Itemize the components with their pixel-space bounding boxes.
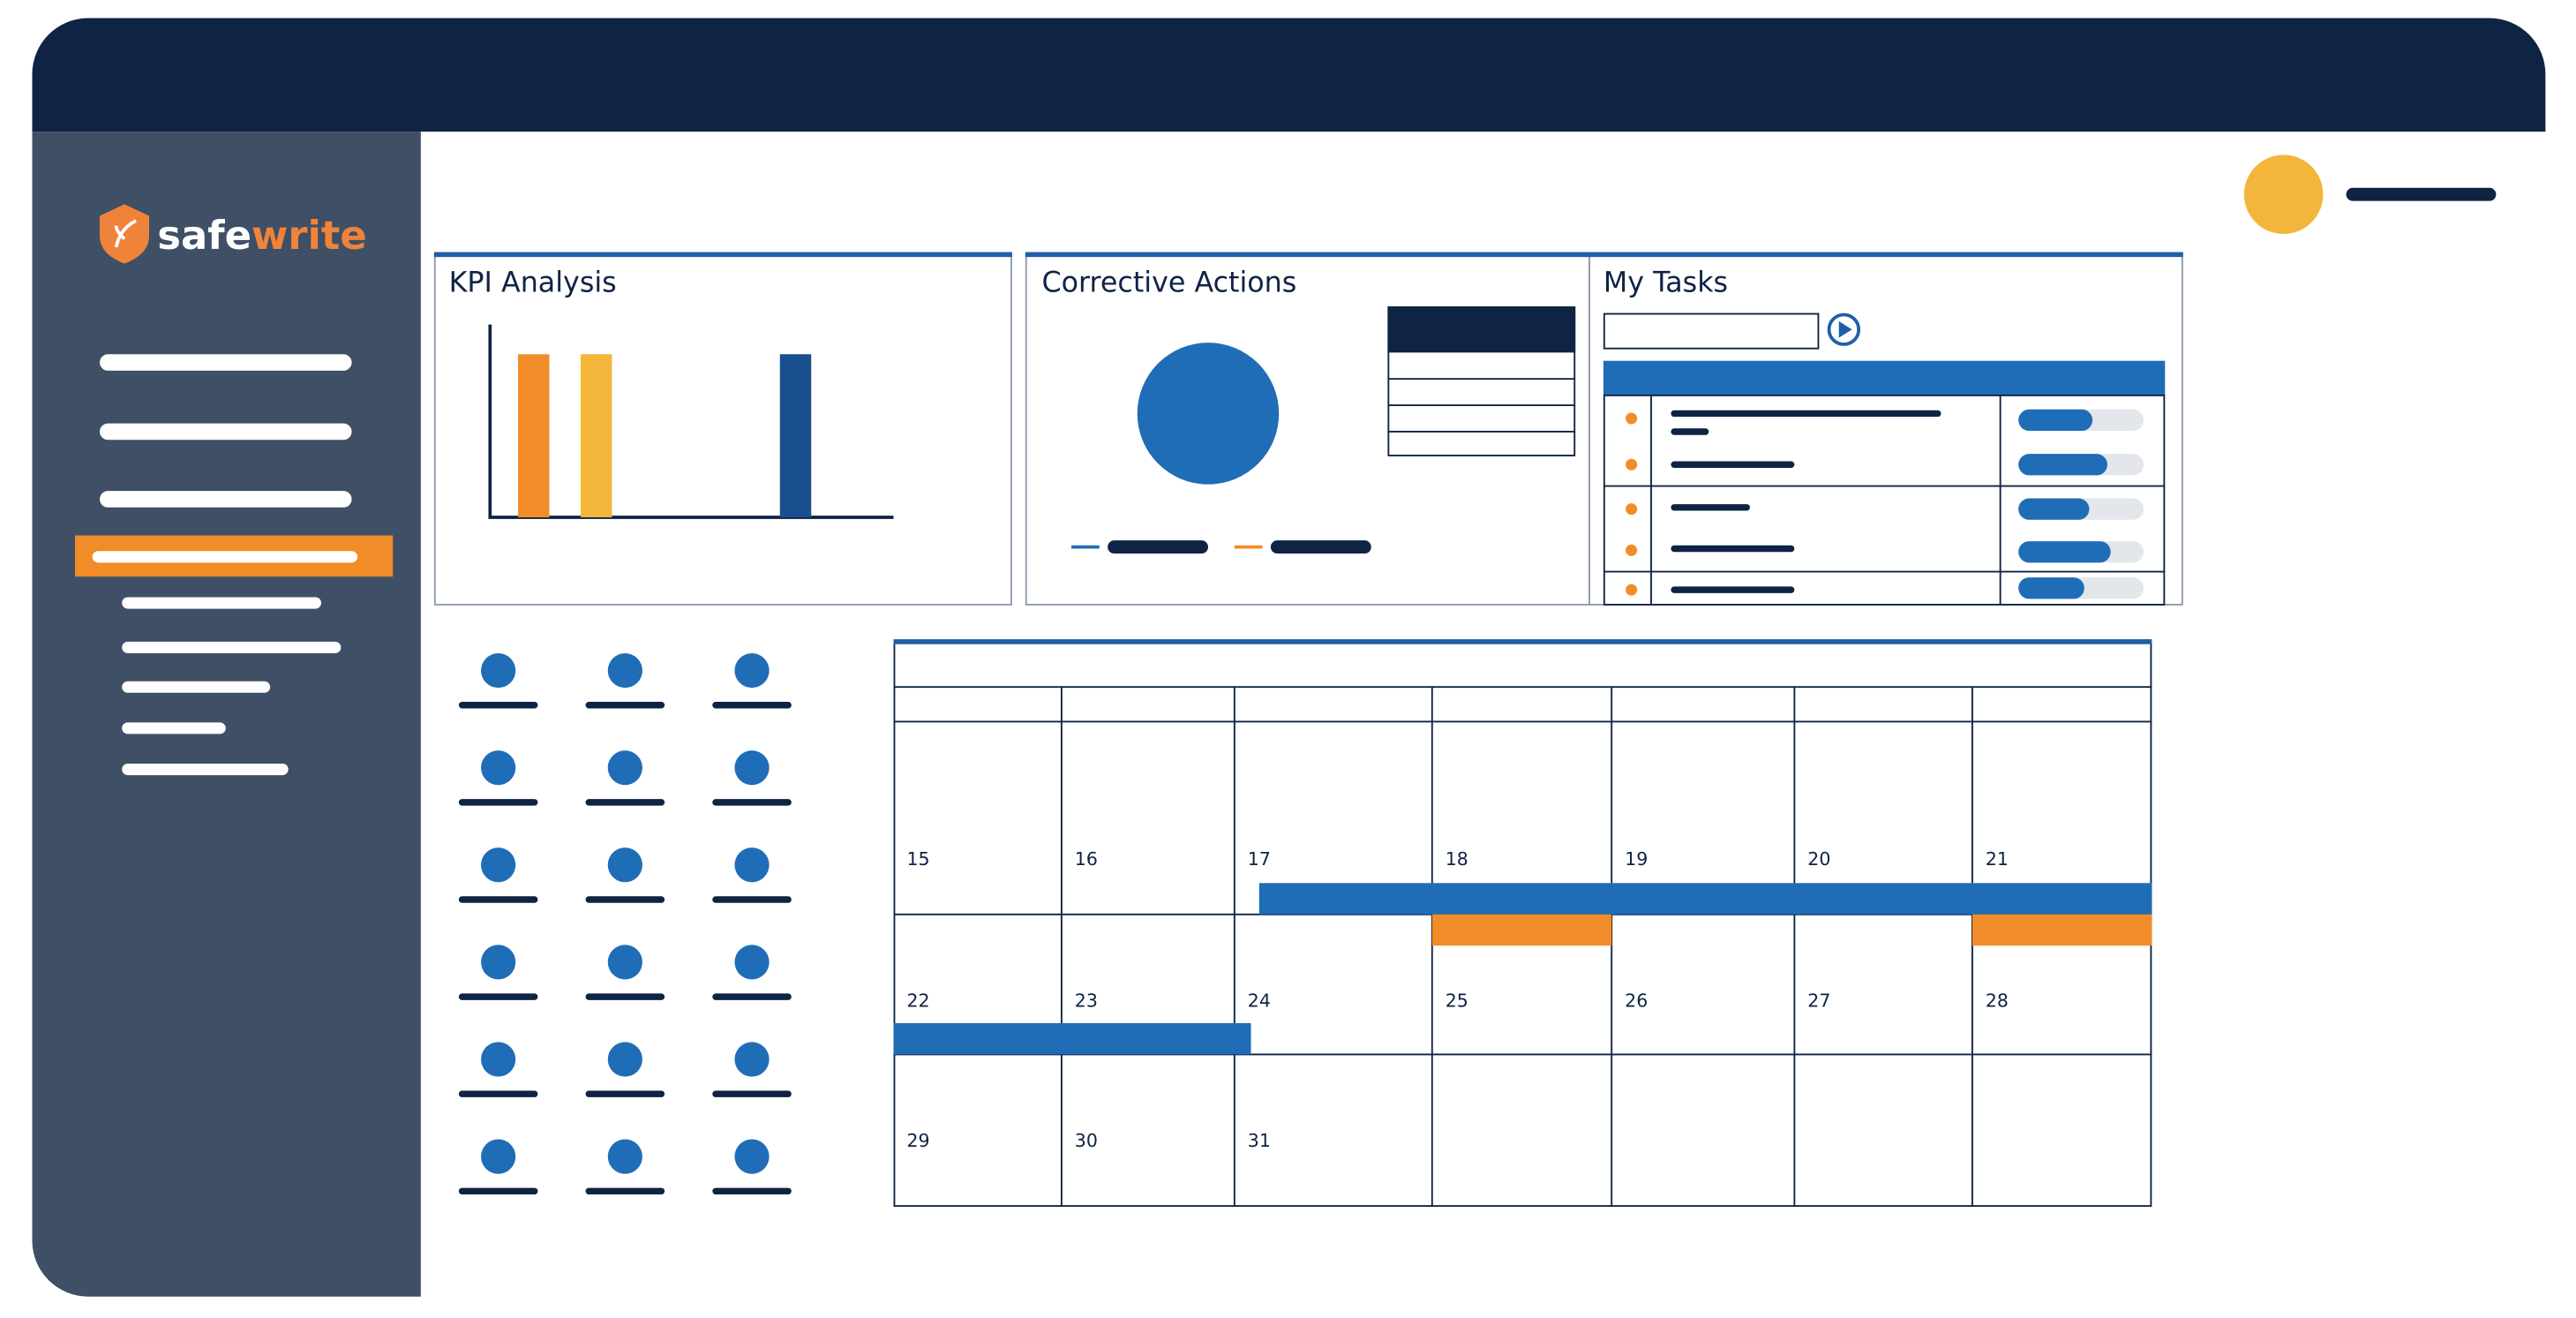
calendar-day: 20 [1807,848,1830,870]
person-avatar[interactable] [481,945,516,980]
person-avatar[interactable] [481,652,516,689]
panel-title: My Tasks [1603,267,1728,298]
event-bar[interactable] [1431,914,1612,946]
person-avatar[interactable] [607,750,642,786]
task-dot [1626,503,1638,516]
person-avatar[interactable] [607,945,642,980]
task-dot [1626,544,1638,556]
kpi-axes [488,324,894,519]
person-avatar[interactable] [734,652,770,689]
panel-accent [433,252,1012,258]
calendar-day: 16 [1075,848,1098,870]
calendar-day: 21 [1986,848,2009,870]
logo-text: safewrite [157,212,366,259]
calendar-day: 15 [906,848,929,870]
person-avatar[interactable] [481,1139,516,1174]
logo-part: write [252,212,367,259]
calendar-day: 31 [1248,1130,1271,1151]
calendar-day: 26 [1625,990,1648,1011]
person-avatar[interactable] [481,847,516,883]
person-avatar[interactable] [734,1139,770,1174]
calendar-day: 29 [906,1130,929,1151]
calendar-day: 22 [906,990,929,1011]
calendar-day: 27 [1807,990,1830,1011]
event-bar[interactable] [1971,914,2152,946]
kpi-bar [779,354,812,518]
event-bar[interactable] [893,1022,1251,1055]
avatar[interactable] [2243,154,2324,235]
calendar-day: 28 [1986,990,2009,1011]
calendar-day: 24 [1248,990,1271,1011]
calendar-day: 25 [1446,990,1468,1011]
calendar-day: 17 [1248,848,1271,870]
search-input[interactable] [1603,313,1820,350]
person-avatar[interactable] [607,847,642,883]
panel-accent [1025,252,1589,258]
progress-fill [2018,409,2093,432]
kpi-bar [580,354,612,518]
play-icon [1838,320,1852,338]
person-avatar[interactable] [734,750,770,786]
person-avatar[interactable] [607,1139,642,1174]
calendar-day: 19 [1625,848,1648,870]
panel-accent [1588,252,2183,258]
progress-fill [2018,498,2090,520]
logo-part: safe [157,212,252,259]
top-bar [32,18,2546,132]
calendar-day: 18 [1446,848,1468,870]
person-avatar[interactable] [481,750,516,786]
person-avatar[interactable] [607,1042,642,1077]
person-avatar[interactable] [734,847,770,883]
person-avatar[interactable] [607,652,642,689]
calendar-day: 30 [1075,1130,1098,1151]
panel-title: Corrective Actions [1041,267,1296,298]
progress-fill [2018,454,2107,476]
task-dot [1626,584,1638,596]
task-dot [1626,458,1638,471]
calendar-accent [893,639,2152,644]
tasks-header [1603,360,2166,395]
calendar-day: 23 [1075,990,1098,1011]
person-avatar[interactable] [481,1042,516,1077]
sidebar [32,132,421,1297]
event-bar[interactable] [1258,883,2152,915]
progress-fill [2018,541,2111,563]
person-avatar[interactable] [734,1042,770,1077]
tasks-table [1603,394,2166,606]
logo-icon [100,204,149,264]
mini-table-header [1387,306,1576,353]
task-dot [1626,412,1638,425]
panel-title: KPI Analysis [449,267,617,298]
progress-fill [2018,577,2084,599]
person-avatar[interactable] [734,945,770,980]
pie [1137,343,1280,485]
logo-leaf [114,219,137,248]
kpi-bar [518,354,550,518]
